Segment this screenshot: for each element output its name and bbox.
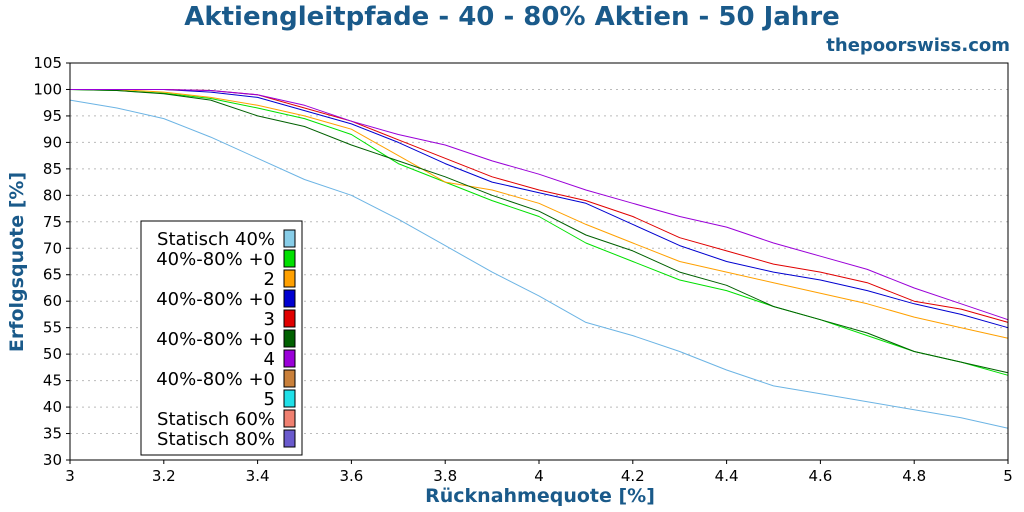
y-tick-label: 30 xyxy=(43,451,62,469)
series-layer xyxy=(69,89,1009,429)
y-tick-label: 40 xyxy=(43,398,62,416)
legend-label: Statisch 80% xyxy=(157,429,275,450)
series-line-7 xyxy=(70,89,1009,321)
y-tick-label: 85 xyxy=(43,160,62,178)
series-line-6 xyxy=(69,89,1009,374)
brand-label: thepoorswiss.com xyxy=(826,35,1010,56)
legend-swatch xyxy=(283,249,296,268)
legend-label: Statisch 60% xyxy=(157,409,275,430)
legend-box xyxy=(140,220,303,456)
legend-swatch xyxy=(283,329,296,348)
legend-label: 2 xyxy=(264,269,275,290)
legend-swatch xyxy=(283,269,296,288)
x-tick-label: 3.4 xyxy=(246,467,270,485)
y-tick-label: 45 xyxy=(43,372,62,390)
x-tick-label: 3.2 xyxy=(152,467,176,485)
y-tick-label: 105 xyxy=(33,54,62,72)
x-tick-label: 3 xyxy=(65,467,75,485)
y-tick-label: 80 xyxy=(43,186,62,204)
x-tick-label: 4.6 xyxy=(808,467,832,485)
legend-label: 5 xyxy=(264,389,275,410)
legend-swatch xyxy=(283,429,296,448)
x-tick-label: 3.8 xyxy=(433,467,457,485)
y-tick-label: 90 xyxy=(43,133,62,151)
legend-label: 40%-80% +0 xyxy=(156,329,275,350)
y-tick-label: 60 xyxy=(43,292,62,310)
legend-swatch xyxy=(283,309,296,328)
x-tick-label: 4.8 xyxy=(902,467,926,485)
y-tick-label: 95 xyxy=(43,107,62,125)
legend-label: 4 xyxy=(264,349,275,370)
y-tick-label: 75 xyxy=(43,213,62,231)
x-tick-label: 5 xyxy=(1003,467,1013,485)
y-tick-label: 70 xyxy=(43,239,62,257)
legend-label: Statisch 40% xyxy=(157,229,275,250)
legend-swatch xyxy=(283,369,296,388)
legend-label: 3 xyxy=(264,309,275,330)
y-tick-label: 100 xyxy=(33,80,62,98)
legend-swatch xyxy=(283,389,296,408)
y-tick-label: 50 xyxy=(43,345,62,363)
y-axis: 30 35 40 45 50 55 60 65 70 75 80 85 90 95 100 105 xyxy=(33,54,70,469)
y-tick-label: 65 xyxy=(43,266,62,284)
series-line-4 xyxy=(70,89,1009,329)
legend-swatch xyxy=(283,409,296,428)
legend-label: 40%-80% +0 xyxy=(156,289,275,310)
x-tick-label: 4.2 xyxy=(621,467,645,485)
x-axis-label: Rücknahmequote [%] xyxy=(425,485,655,507)
x-tick-label: 4.4 xyxy=(715,467,739,485)
legend-swatch xyxy=(283,349,296,368)
series-line-1 xyxy=(69,99,1009,429)
chart-title: Aktiengleitpfade - 40 - 80% Aktien - 50 … xyxy=(184,2,840,32)
legend-swatch xyxy=(283,229,296,248)
x-axis: 3 3.2 3.4 3.6 3.8 4 4.2 4.4 4.6 4.8 5 xyxy=(65,460,1013,485)
y-tick-label: 35 xyxy=(43,425,62,443)
y-axis-label: Erfolgsquote [%] xyxy=(6,172,28,352)
legend-label: 40%-80% +0 xyxy=(156,369,275,390)
series-line-3 xyxy=(70,89,1009,339)
x-tick-label: 3.6 xyxy=(339,467,363,485)
legend-swatch xyxy=(283,289,296,308)
legend-label: 40%-80% +0 xyxy=(156,249,275,270)
x-tick-label: 4 xyxy=(534,467,544,485)
series-line-2 xyxy=(69,89,1009,376)
y-tick-label: 55 xyxy=(43,319,62,337)
